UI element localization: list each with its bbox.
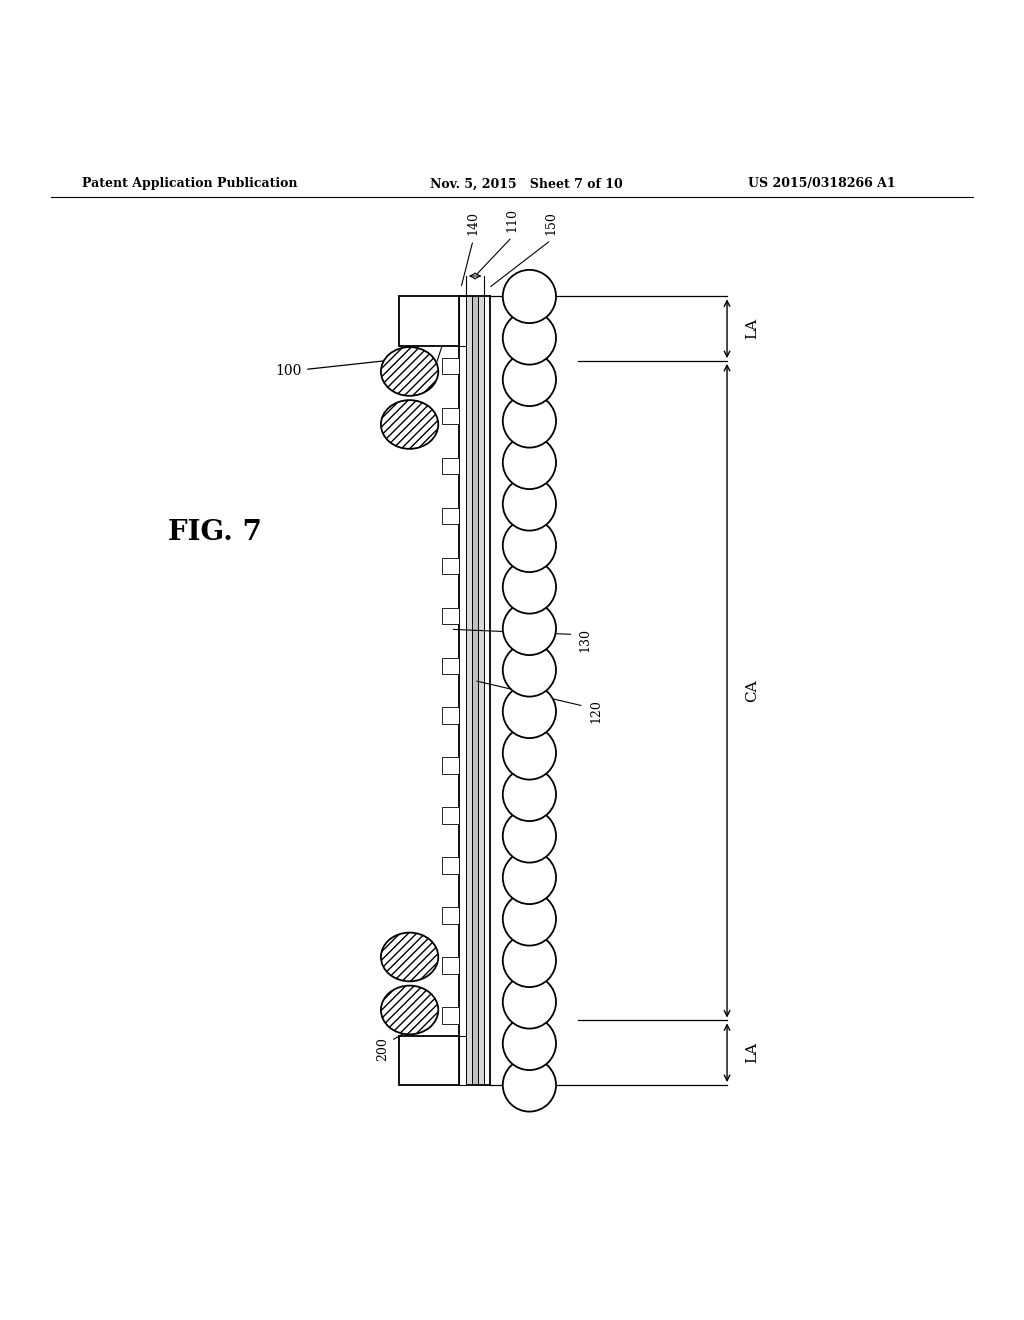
Ellipse shape xyxy=(381,986,438,1035)
Bar xyxy=(459,297,466,1085)
Text: 110: 110 xyxy=(506,209,518,232)
Text: LA: LA xyxy=(745,318,760,339)
Bar xyxy=(442,857,459,874)
Text: 120: 120 xyxy=(590,700,603,723)
Text: CA: CA xyxy=(745,680,760,702)
Text: FIG. 7: FIG. 7 xyxy=(168,519,262,545)
Bar xyxy=(459,1036,466,1085)
Circle shape xyxy=(503,643,556,697)
Bar xyxy=(442,758,459,774)
Text: 200: 200 xyxy=(377,1038,389,1061)
Bar xyxy=(442,557,459,574)
Text: 140: 140 xyxy=(467,211,479,235)
Bar xyxy=(442,708,459,723)
Circle shape xyxy=(503,933,556,987)
Bar xyxy=(442,808,459,824)
Bar xyxy=(442,408,459,424)
Bar xyxy=(484,297,490,1085)
Bar xyxy=(466,297,484,1085)
Bar xyxy=(442,358,459,375)
Text: 142: 142 xyxy=(427,318,439,342)
Circle shape xyxy=(503,436,556,490)
Bar xyxy=(442,508,459,524)
Circle shape xyxy=(503,685,556,738)
Bar xyxy=(442,657,459,675)
Bar xyxy=(442,957,459,974)
Text: 100: 100 xyxy=(275,354,426,379)
Text: 130: 130 xyxy=(579,627,592,652)
Circle shape xyxy=(503,395,556,447)
Circle shape xyxy=(503,602,556,655)
Circle shape xyxy=(503,312,556,364)
Bar xyxy=(442,1007,459,1023)
Text: Patent Application Publication: Patent Application Publication xyxy=(82,177,297,190)
Circle shape xyxy=(503,892,556,945)
Bar xyxy=(399,1036,459,1085)
Ellipse shape xyxy=(381,933,438,981)
Ellipse shape xyxy=(381,347,438,396)
Text: Nov. 5, 2015   Sheet 7 of 10: Nov. 5, 2015 Sheet 7 of 10 xyxy=(430,177,623,190)
Text: 150: 150 xyxy=(545,211,557,235)
Circle shape xyxy=(503,478,556,531)
Circle shape xyxy=(503,352,556,407)
Circle shape xyxy=(503,519,556,572)
Bar xyxy=(472,297,478,1085)
Circle shape xyxy=(503,809,556,862)
Bar xyxy=(399,297,459,346)
Circle shape xyxy=(503,975,556,1028)
Ellipse shape xyxy=(381,400,438,449)
Circle shape xyxy=(503,1059,556,1111)
Bar xyxy=(442,458,459,474)
Circle shape xyxy=(503,269,556,323)
Circle shape xyxy=(503,768,556,821)
Bar xyxy=(442,907,459,924)
Circle shape xyxy=(503,726,556,780)
Circle shape xyxy=(503,851,556,904)
Circle shape xyxy=(503,1016,556,1071)
Circle shape xyxy=(503,561,556,614)
Bar xyxy=(459,297,466,346)
Text: LA: LA xyxy=(745,1043,760,1064)
Bar xyxy=(442,607,459,624)
Text: US 2015/0318266 A1: US 2015/0318266 A1 xyxy=(748,177,895,190)
